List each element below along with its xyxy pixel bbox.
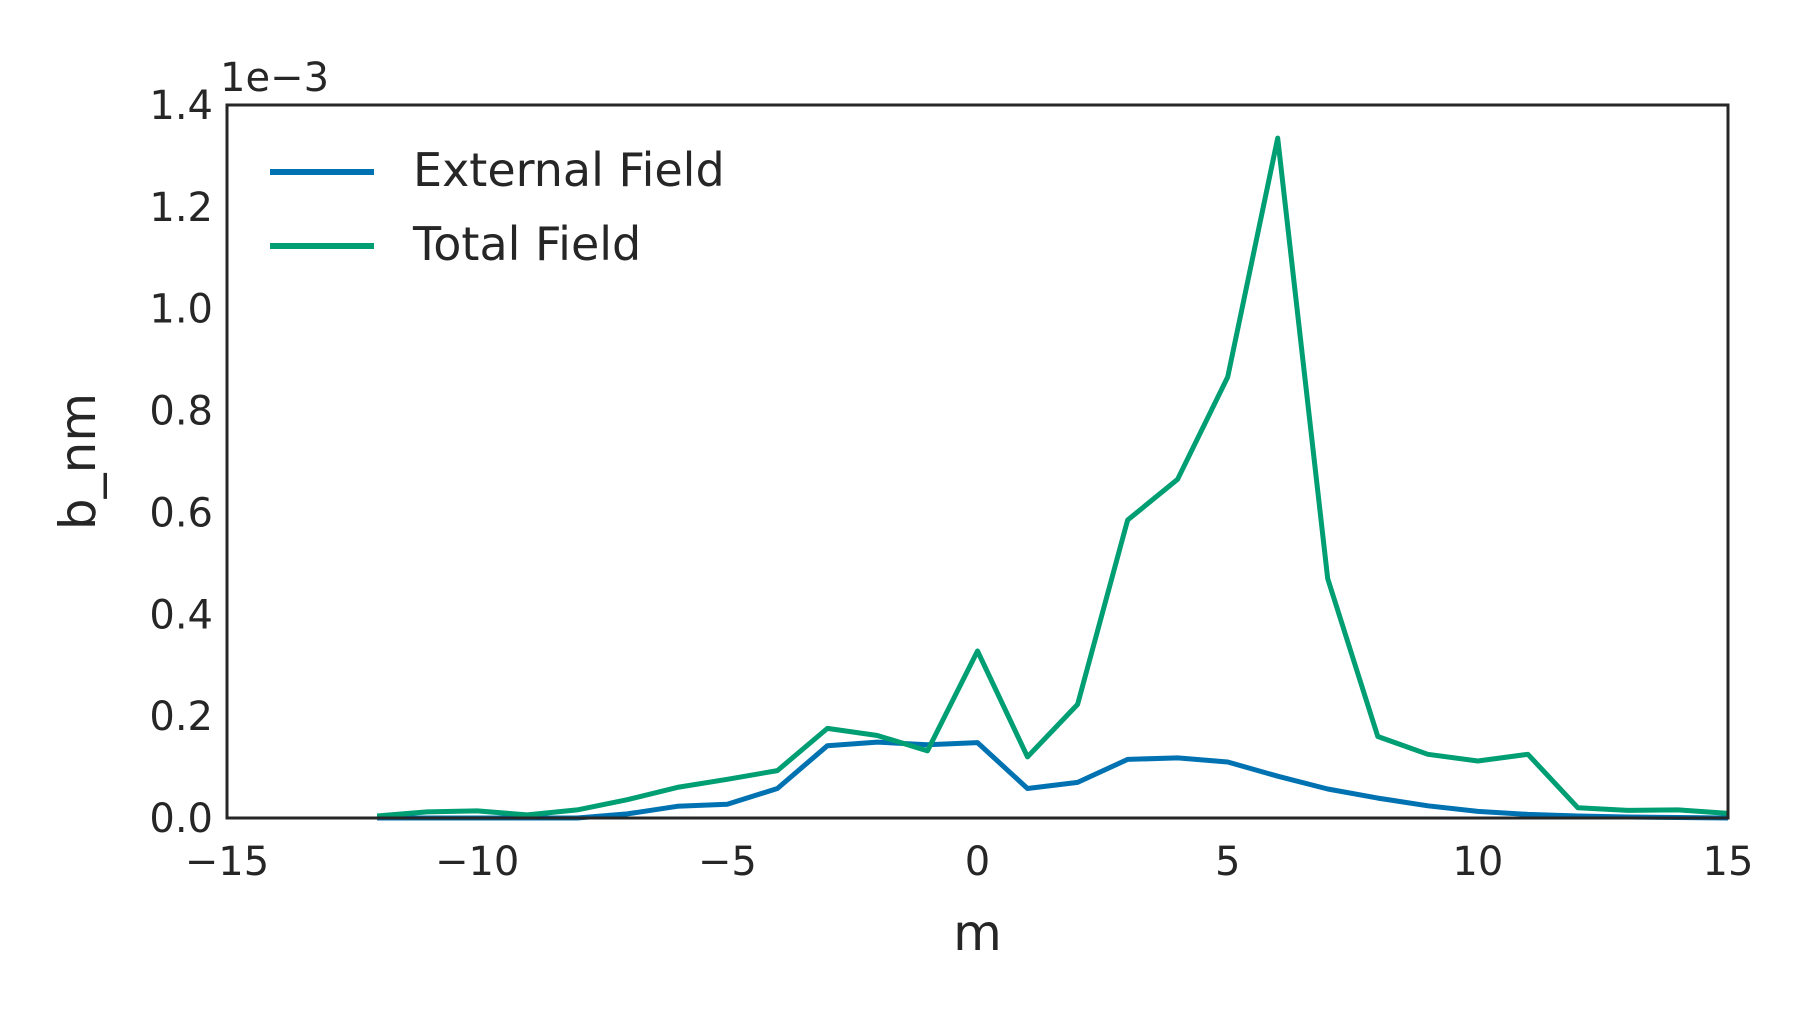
legend: External Field Total Field — [270, 143, 725, 271]
series-line-1 — [376, 135, 1729, 819]
y-tick-label: 0.4 — [149, 592, 213, 638]
y-tick-label: 0.0 — [149, 796, 213, 842]
y-tick-label: 0.8 — [149, 389, 213, 435]
x-tick-label: −10 — [435, 839, 519, 885]
x-tick-label: −5 — [698, 839, 757, 885]
x-tick-label: 10 — [1452, 839, 1503, 885]
legend-label-0: External Field — [413, 143, 725, 197]
y-axis-ticks: 0.0 0.2 0.4 0.6 0.8 1.0 1.2 1.4 — [149, 83, 213, 842]
y-tick-label: 0.2 — [149, 694, 213, 740]
y-tick-label: 0.6 — [149, 490, 213, 536]
series-line-0 — [377, 739, 1729, 821]
x-tick-label: 15 — [1703, 839, 1754, 885]
x-tick-label: 0 — [965, 839, 990, 885]
y-tick-label: 1.2 — [149, 185, 213, 231]
x-axis-label: m — [953, 904, 1002, 962]
y-tick-label: 1.0 — [149, 287, 213, 333]
y-tick-label: 1.4 — [149, 83, 213, 129]
y-axis-label: b_nm — [49, 393, 107, 530]
x-tick-label: 5 — [1215, 839, 1240, 885]
x-axis-ticks: −15 −10 −5 0 5 10 15 — [185, 839, 1754, 885]
plot-layer — [376, 135, 1729, 821]
plot-frame — [225, 103, 1730, 820]
y-axis-offset-label: 1e−3 — [220, 55, 329, 101]
x-tick-label: −15 — [185, 839, 269, 885]
legend-label-1: Total Field — [412, 217, 641, 271]
